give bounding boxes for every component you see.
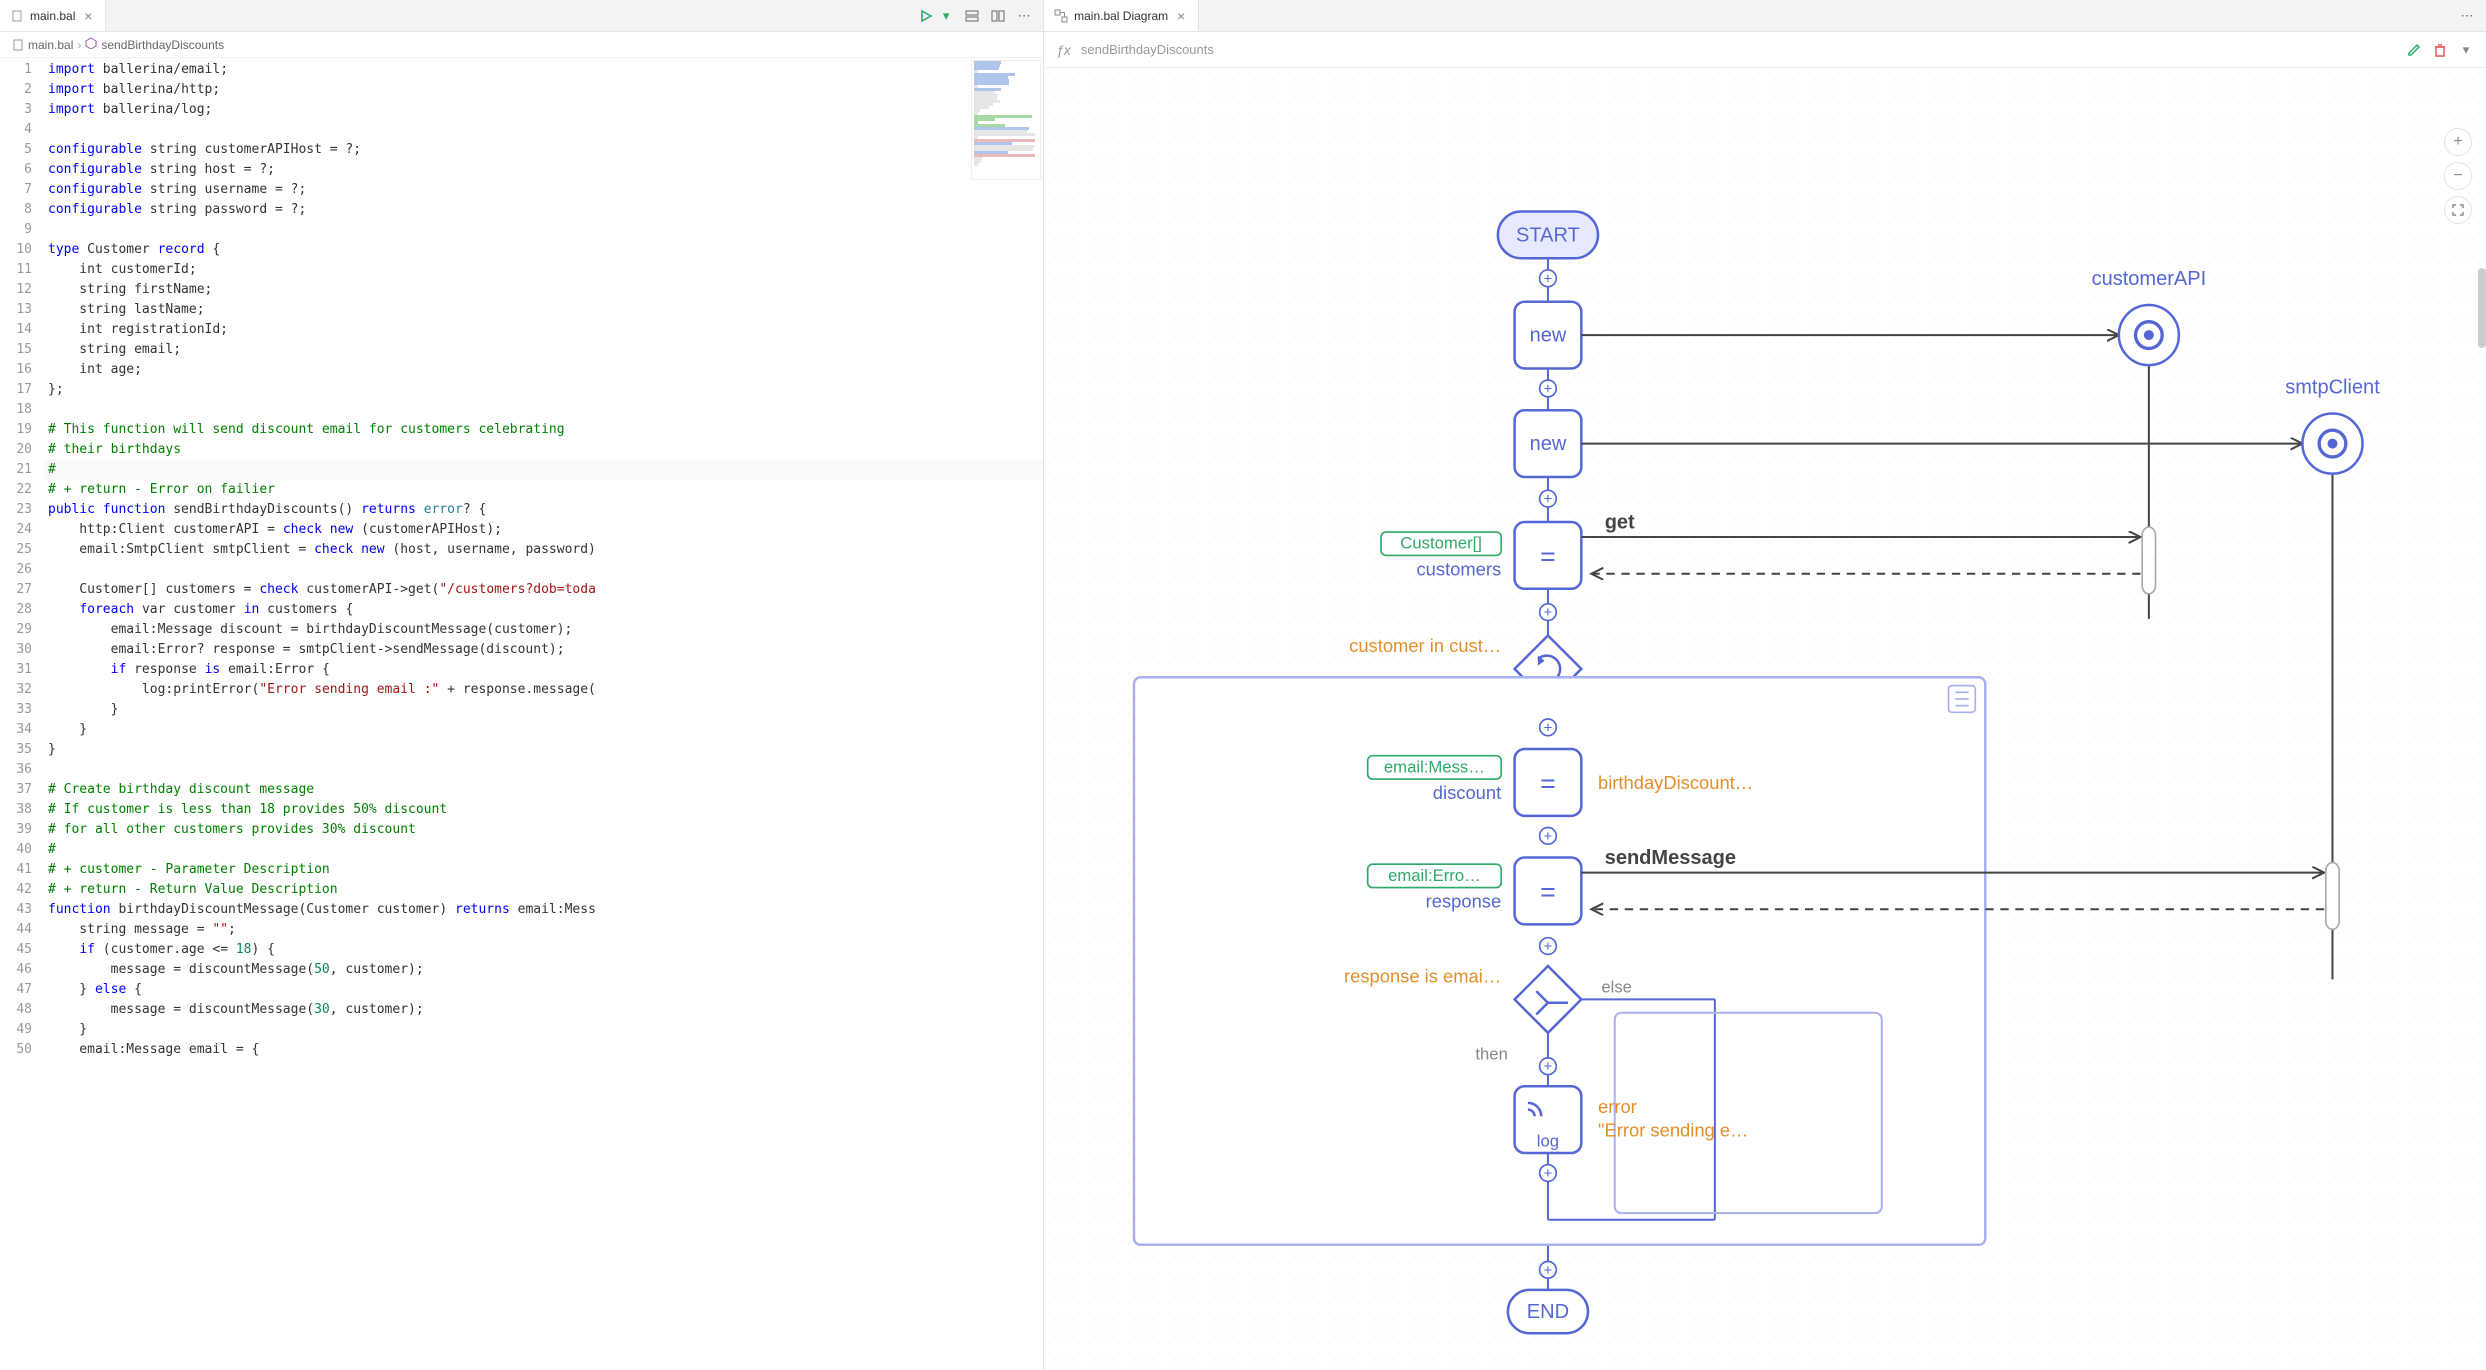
svg-text:+: + <box>1544 1262 1553 1279</box>
editor-tab-bar: main.bal × ▾ ⋯ <box>0 0 1043 32</box>
node-new-label: new <box>1530 325 1567 347</box>
breadcrumb-file[interactable]: main.bal <box>12 38 73 52</box>
zoom-in-button[interactable]: + <box>2444 128 2472 156</box>
tab-main-bal[interactable]: main.bal × <box>0 0 106 31</box>
badge-emailmess-label: email:Mess… <box>1384 757 1485 776</box>
svg-text:+: + <box>1544 1165 1553 1182</box>
log-label: log <box>1537 1131 1559 1150</box>
errmsg-label: "Error sending e… <box>1598 1119 1748 1140</box>
svg-text:=: = <box>1540 877 1556 907</box>
scrollbar[interactable] <box>2478 268 2486 348</box>
zoom-controls: + − <box>2444 128 2472 224</box>
node-end-label: END <box>1527 1301 1569 1323</box>
code-body[interactable]: import ballerina/email;import ballerina/… <box>44 58 1043 1370</box>
diagram-tab-bar: main.bal Diagram × ⋯ <box>1044 0 2486 32</box>
run-icon[interactable] <box>917 7 935 25</box>
then-label: then <box>1476 1045 1508 1064</box>
svg-text:=: = <box>1540 768 1556 798</box>
var-customers-label: customers <box>1417 558 1502 579</box>
participant-customerapi-label: customerAPI <box>2092 268 2207 290</box>
breadcrumb-symbol[interactable]: sendBirthdayDiscounts <box>85 37 224 52</box>
fx-bar: ƒx sendBirthdayDiscounts ▾ <box>1044 32 2486 68</box>
chevron-down-icon[interactable]: ▾ <box>937 7 955 25</box>
svg-text:+: + <box>1544 828 1553 845</box>
fx-name: sendBirthdayDiscounts <box>1081 42 1214 57</box>
call-bday-label: birthdayDiscount… <box>1598 772 1753 793</box>
breadcrumb: main.bal › sendBirthdayDiscounts <box>0 32 1043 58</box>
var-response-label: response <box>1426 891 1502 912</box>
if-label: response is emai… <box>1344 966 1501 987</box>
delete-icon[interactable] <box>2432 42 2448 58</box>
badge-emailerr-label: email:Erro… <box>1388 866 1481 885</box>
svg-text:+: + <box>1544 491 1553 508</box>
else-label: else <box>1601 978 1632 997</box>
svg-text:+: + <box>1544 604 1553 621</box>
participant-smtp-label: smtpClient <box>2285 376 2380 398</box>
cube-icon <box>85 37 97 52</box>
foreach-label: customer in cust… <box>1349 635 1501 656</box>
fx-icon: ƒx <box>1056 42 1071 58</box>
diagram-icon <box>1054 9 1068 23</box>
tab-label: main.bal Diagram <box>1074 9 1168 23</box>
more-icon[interactable]: ⋯ <box>1015 7 1033 25</box>
split-horizontal-icon[interactable] <box>963 7 981 25</box>
svg-text:+: + <box>1544 270 1553 287</box>
badge-customers-type-label: Customer[] <box>1400 534 1482 553</box>
svg-text:+: + <box>1544 938 1553 955</box>
var-discount-label: discount <box>1433 782 1501 803</box>
diagram-svg: START + new customerAPI + <box>1044 68 2486 1370</box>
zoom-out-button[interactable]: − <box>2444 162 2472 190</box>
minimap[interactable] <box>971 60 1041 180</box>
breadcrumb-file-label: main.bal <box>28 38 73 52</box>
edge-send-label: sendMessage <box>1605 847 1736 869</box>
tab-diagram[interactable]: main.bal Diagram × <box>1044 0 1199 31</box>
fit-screen-button[interactable] <box>2444 196 2472 224</box>
svg-text:+: + <box>1544 719 1553 736</box>
close-icon[interactable]: × <box>1174 9 1188 23</box>
svg-text:+: + <box>1544 381 1553 398</box>
edge-get-label: get <box>1605 512 1635 534</box>
node-eq-label: = <box>1540 541 1556 571</box>
gutter: 1234567891011121314151617181920212223242… <box>0 58 44 1370</box>
svg-text:+: + <box>1544 1058 1553 1075</box>
diagram-canvas[interactable]: START + new customerAPI + <box>1044 68 2486 1370</box>
close-icon[interactable]: × <box>81 9 95 23</box>
tab-label: main.bal <box>30 9 75 23</box>
editor-toolbar: ▾ ⋯ <box>907 0 1043 31</box>
more-icon[interactable]: ⋯ <box>2458 7 2476 25</box>
edit-icon[interactable] <box>2406 42 2422 58</box>
split-vertical-icon[interactable] <box>989 7 1007 25</box>
code-editor[interactable]: 1234567891011121314151617181920212223242… <box>0 58 1043 1370</box>
chevron-right-icon: › <box>77 38 81 52</box>
error-label: error <box>1598 1096 1637 1117</box>
node-new-label-2: new <box>1530 433 1567 455</box>
breadcrumb-symbol-label: sendBirthdayDiscounts <box>101 38 224 52</box>
chevron-down-icon[interactable]: ▾ <box>2458 42 2474 58</box>
file-icon <box>10 9 24 23</box>
node-start-label: START <box>1516 225 1580 247</box>
